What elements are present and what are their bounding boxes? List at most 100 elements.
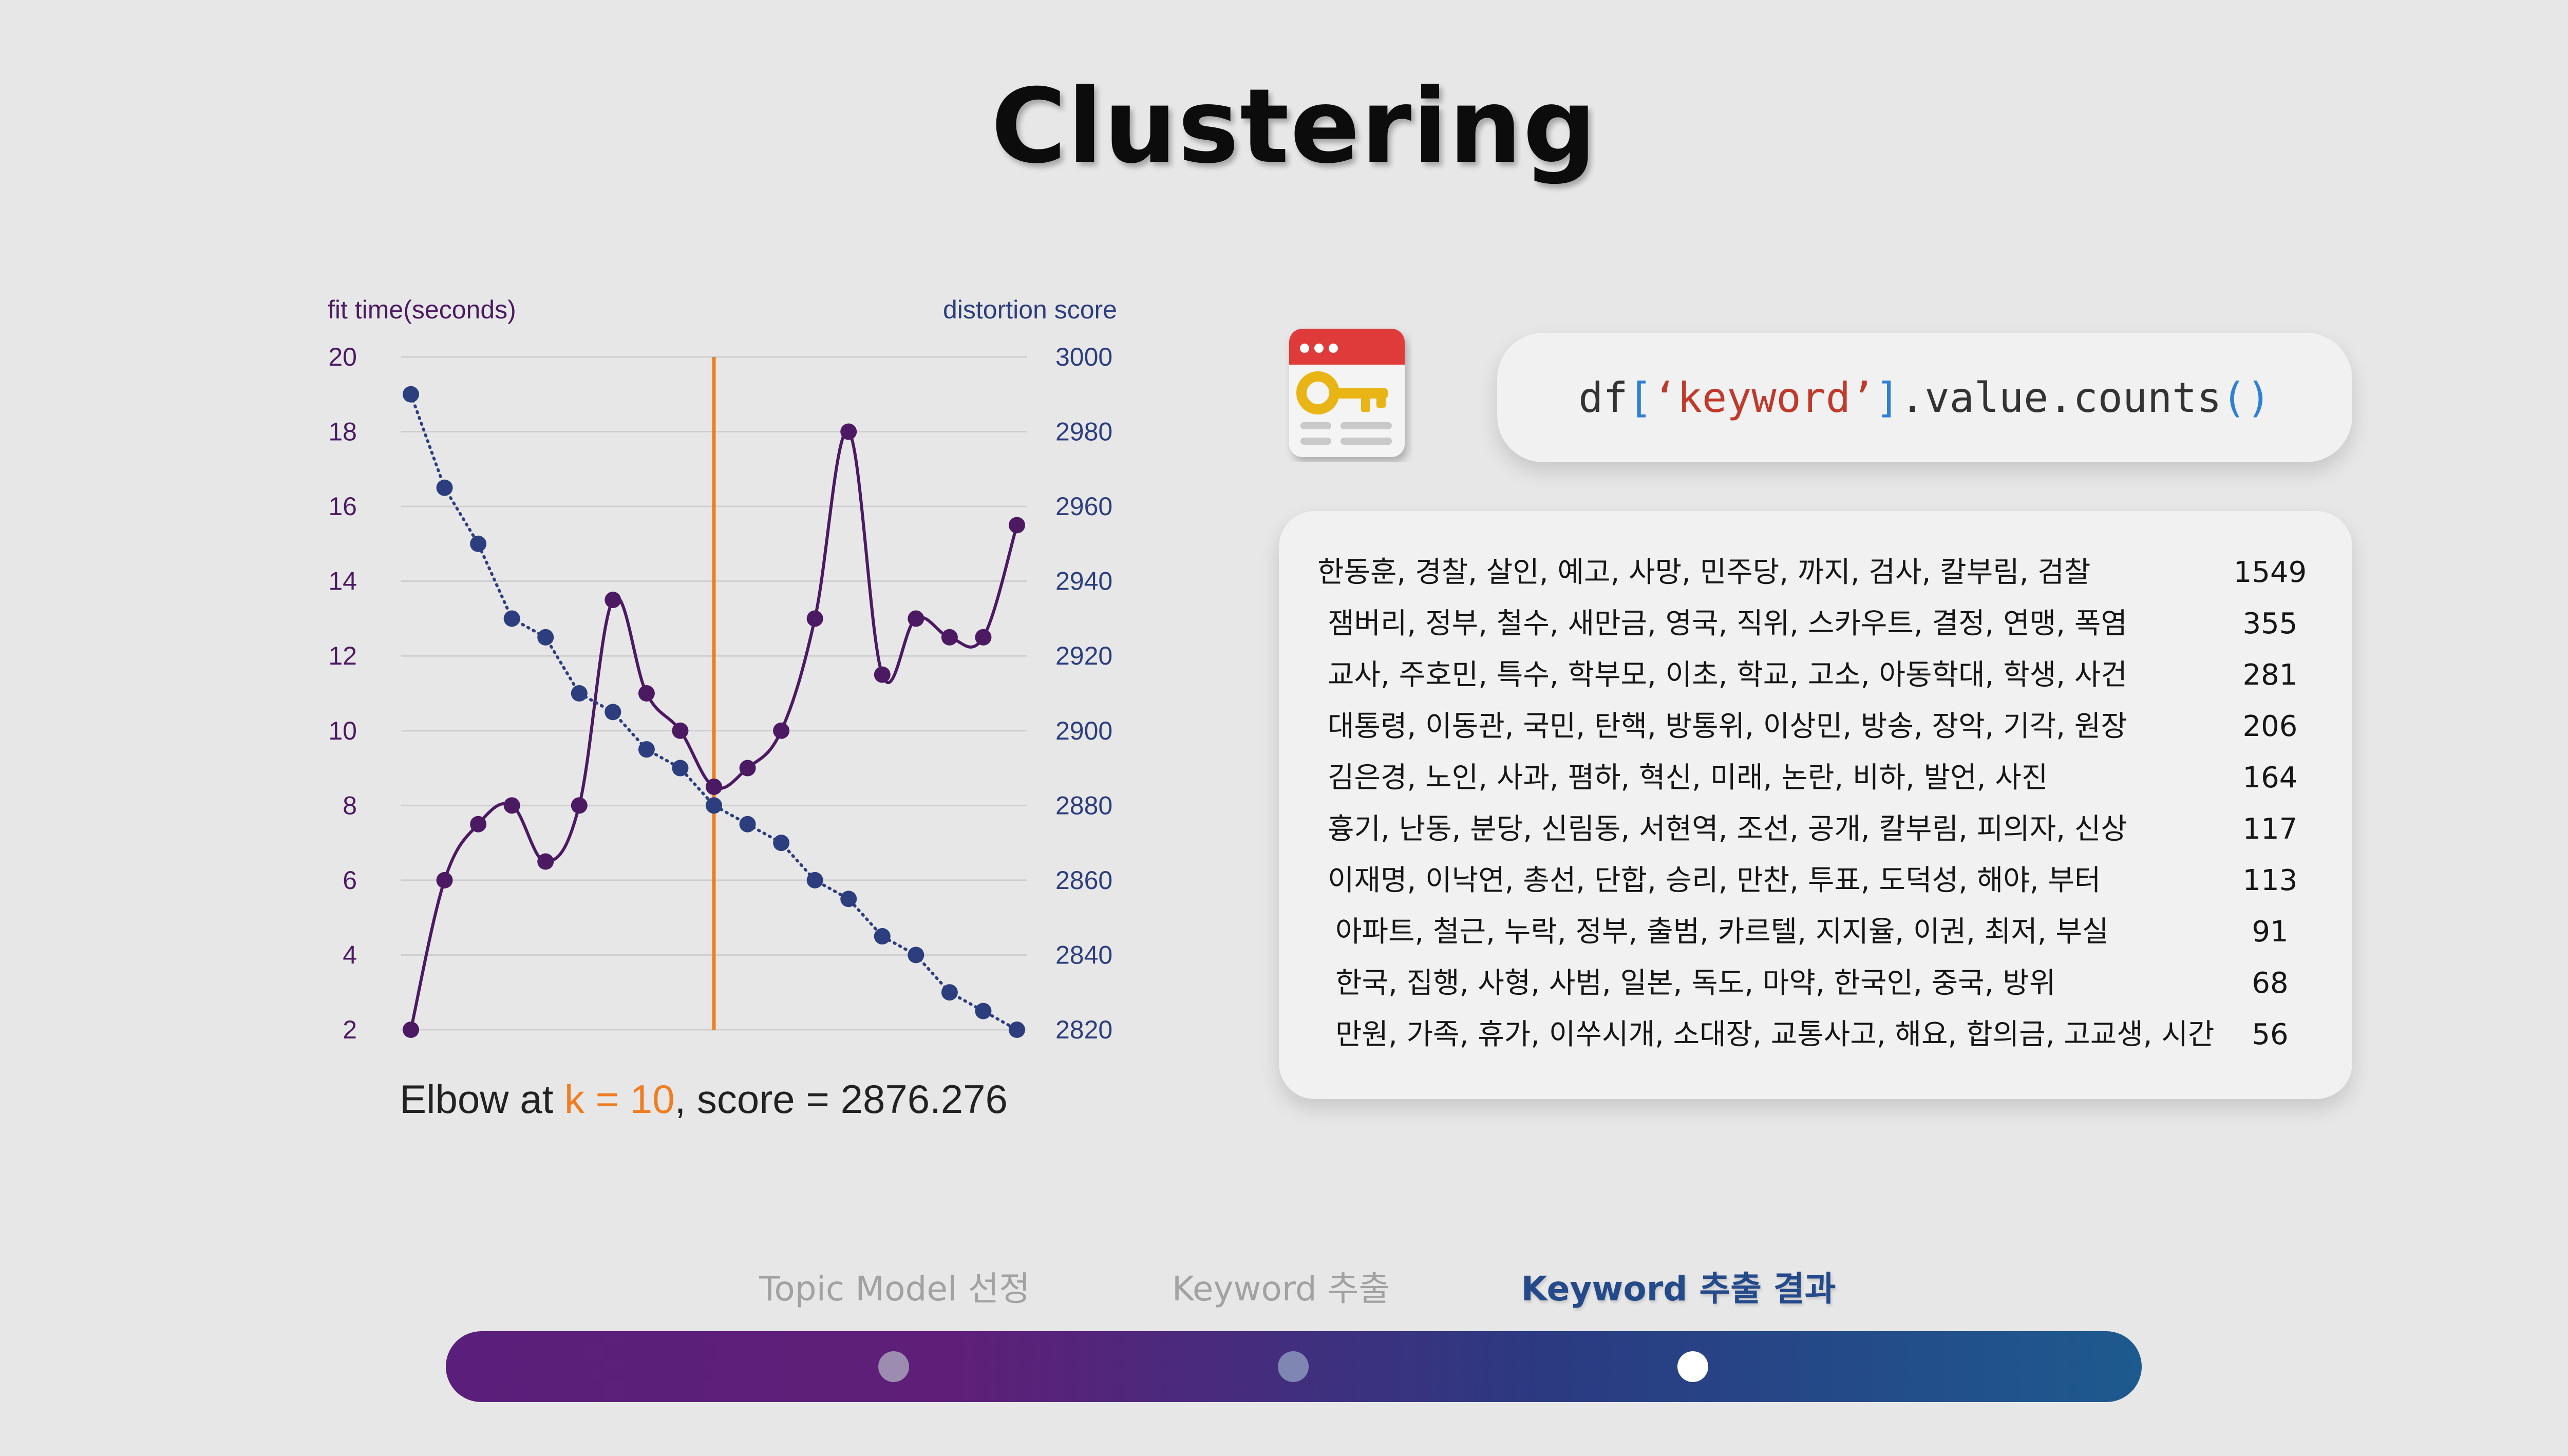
progress-dot-3[interactable] [1677, 1351, 1708, 1382]
keyword-count-table: 한동훈, 경찰, 살인, 예고, 사망, 민주당, 까지, 검사, 칼부림, 검… [1279, 511, 2352, 1099]
fit-time-point [1009, 517, 1025, 534]
distortion-series [403, 386, 1025, 1038]
fit-time-point [874, 666, 891, 683]
fit-time-point [436, 872, 453, 888]
left-tick-label: 12 [328, 641, 357, 670]
caption-suffix: , score = 2876.276 [674, 1076, 1008, 1122]
right-axis-label: distortion score [943, 295, 1117, 324]
keyword-count: 206 [2242, 710, 2298, 743]
keyword-count: 56 [2252, 1018, 2289, 1051]
fit-time-point [840, 423, 857, 440]
distortion-point [941, 984, 958, 1001]
table-row: 대통령, 이동관, 국민, 탄핵, 방통위, 이상민, 방송, 장악, 기각, … [1279, 701, 2352, 752]
fit-time-point [739, 760, 756, 777]
progress-dot-2[interactable] [1278, 1351, 1309, 1382]
step-navigation: Topic Model 선정 Keyword 추출 Keyword 추출 결과 [0, 1261, 2568, 1317]
right-tick-label: 2820 [1055, 1015, 1112, 1044]
code-close-bracket: ] [1875, 373, 1900, 422]
right-tick-label: 3000 [1055, 343, 1112, 371]
fit-time-point [605, 592, 621, 609]
left-tick-label: 20 [328, 343, 357, 371]
right-tick-label: 2960 [1055, 492, 1112, 521]
step-keyword-result[interactable]: Keyword 추출 결과 [1521, 1269, 1836, 1309]
distortion-point [840, 891, 857, 907]
table-row: 김은경, 노인, 사과, 폄하, 혁신, 미래, 논란, 비하, 발언, 사진 1… [1279, 752, 2352, 804]
fit-time-point [571, 797, 588, 814]
keyword-count: 113 [2242, 864, 2298, 897]
distortion-point [908, 947, 924, 963]
right-tick-label: 2980 [1055, 418, 1112, 446]
table-row: 아파트, 철근, 누락, 정부, 출범, 카르텔, 지지율, 이권, 최저, 부… [1279, 906, 2352, 958]
fit-time-point [638, 685, 655, 702]
distortion-point [403, 386, 419, 403]
table-row: 한동훈, 경찰, 살인, 예고, 사망, 민주당, 까지, 검사, 칼부림, 검… [1279, 547, 2352, 598]
fit-time-point [470, 816, 487, 833]
keyword-count: 281 [2242, 658, 2298, 692]
step-topic-model[interactable]: Topic Model 선정 [759, 1269, 1030, 1309]
distortion-point [436, 479, 453, 496]
keyword-list: 잼버리, 정부, 철수, 새만금, 영국, 직위, 스카우트, 결정, 연맹, … [1328, 607, 2127, 640]
right-tick-label: 2900 [1055, 716, 1112, 745]
step-keyword-extraction[interactable]: Keyword 추출 [1172, 1269, 1390, 1309]
progress-bar [446, 1331, 2142, 1402]
keyword-list: 한국, 집행, 사형, 사범, 일본, 독도, 마약, 한국인, 중국, 방위 [1335, 967, 2056, 1000]
distortion-point [1009, 1022, 1025, 1038]
code-snippet-card: df[‘keyword’] .value.counts() [1497, 333, 2352, 462]
elbow-caption: Elbow at k = 10, score = 2876.276 [288, 1076, 1120, 1123]
table-row: 잼버리, 정부, 철수, 새만금, 영국, 직위, 스카우트, 결정, 연맹, … [1279, 598, 2352, 650]
fit-time-point [503, 797, 520, 814]
keyword-count: 68 [2252, 967, 2289, 1000]
fit-time-point [941, 629, 958, 646]
distortion-point [537, 629, 554, 646]
distortion-point [975, 1003, 992, 1019]
keyword-list: 김은경, 노인, 사과, 폄하, 혁신, 미래, 논란, 비하, 발언, 사진 [1328, 761, 2048, 795]
table-row: 교사, 주호민, 특수, 학부모, 이초, 학교, 고소, 아동학대, 학생, … [1279, 650, 2352, 701]
caption-prefix: Elbow at [400, 1076, 564, 1122]
table-row: 한국, 집행, 사형, 사범, 일본, 독도, 마약, 한국인, 중국, 방위 6… [1279, 958, 2352, 1009]
browser-key-icon [1289, 329, 1405, 457]
left-tick-label: 10 [328, 716, 357, 745]
page-title: Clustering [991, 67, 1598, 186]
code-string: ‘keyword’ [1652, 373, 1876, 422]
keyword-count: 91 [2252, 915, 2289, 949]
left-tick-label: 2 [343, 1015, 357, 1044]
distortion-point [503, 610, 520, 627]
keyword-count: 117 [2242, 812, 2298, 846]
fit-time-series [403, 423, 1025, 1038]
table-row: 만원, 가족, 휴가, 이쑤시개, 소대장, 교통사고, 해요, 합의금, 고교… [1279, 1009, 2352, 1061]
caption-k: k = 10 [564, 1076, 675, 1122]
left-tick-label: 8 [343, 791, 357, 820]
left-axis-label: fit time(seconds) [328, 295, 516, 324]
fit-time-point [908, 610, 924, 627]
keyword-list: 아파트, 철근, 누락, 정부, 출범, 카르텔, 지지율, 이권, 최저, 부… [1335, 915, 2109, 949]
left-axis-ticks: 20 18 16 14 12 10 8 6 4 2 [328, 343, 357, 1044]
elbow-chart: fit time(seconds) distortion score 20 18 1… [328, 295, 1117, 1044]
right-axis-ticks: 3000 2980 2960 2940 2920 2900 2880 2860 2840 2820 [1055, 343, 1112, 1044]
fit-time-point [537, 853, 554, 870]
right-tick-label: 2940 [1055, 567, 1112, 596]
fit-time-point [403, 1022, 419, 1038]
distortion-point [773, 835, 790, 852]
distortion-point [706, 797, 722, 814]
fit-time-point [975, 629, 992, 646]
right-tick-label: 2920 [1055, 641, 1112, 670]
keyword-count: 164 [2242, 761, 2298, 795]
code-df: df [1578, 373, 1628, 422]
series-group [403, 386, 1025, 1038]
distortion-point [571, 685, 588, 702]
table-row: 흉기, 난동, 분당, 신림동, 서현역, 조선, 공개, 칼부림, 피의자, … [1279, 804, 2352, 855]
right-tick-label: 2860 [1055, 866, 1112, 895]
left-tick-label: 16 [328, 492, 357, 521]
code-method: .value.counts [1900, 373, 2222, 422]
left-tick-label: 14 [328, 567, 357, 596]
right-tick-label: 2840 [1055, 940, 1112, 969]
distortion-point [605, 704, 621, 721]
table-row: 이재명, 이낙연, 총선, 단합, 승리, 만찬, 투표, 도덕성, 해야, 부… [1279, 855, 2352, 906]
keyword-list: 이재명, 이낙연, 총선, 단합, 승리, 만찬, 투표, 도덕성, 해야, 부… [1328, 864, 2101, 897]
fit-time-point [672, 722, 689, 739]
keyword-list: 한동훈, 경찰, 살인, 예고, 사망, 민주당, 까지, 검사, 칼부림, 검… [1317, 556, 2091, 589]
keyword-list: 대통령, 이동관, 국민, 탄핵, 방통위, 이상민, 방송, 장악, 기각, … [1328, 710, 2127, 743]
keyword-list: 만원, 가족, 휴가, 이쑤시개, 소대장, 교통사고, 해요, 합의금, 고교… [1335, 1018, 2215, 1051]
progress-dot-1[interactable] [878, 1351, 909, 1382]
